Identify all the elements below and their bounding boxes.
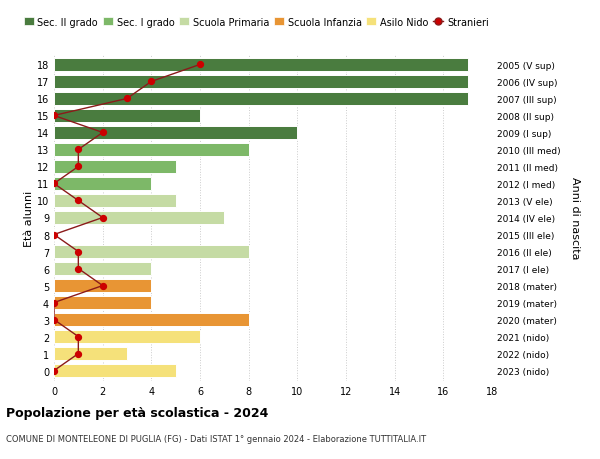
Bar [54, 280, 151, 292]
Bar [54, 93, 467, 106]
Point [49, 231, 59, 239]
Point [74, 146, 83, 154]
Point [74, 350, 83, 358]
Point [74, 333, 83, 341]
Point [49, 316, 59, 324]
Point [49, 112, 59, 120]
Point [74, 197, 83, 205]
Text: COMUNE DI MONTELEONE DI PUGLIA (FG) - Dati ISTAT 1° gennaio 2024 - Elaborazione : COMUNE DI MONTELEONE DI PUGLIA (FG) - Da… [6, 434, 426, 443]
Point [74, 163, 83, 171]
Bar [54, 161, 176, 174]
Point [49, 180, 59, 188]
Bar [54, 297, 151, 309]
Point [98, 129, 107, 137]
Bar [54, 59, 467, 72]
Legend: Sec. II grado, Sec. I grado, Scuola Primaria, Scuola Infanzia, Asilo Nido, Stran: Sec. II grado, Sec. I grado, Scuola Prim… [24, 17, 488, 28]
Bar [54, 263, 151, 275]
Y-axis label: Anni di nascita: Anni di nascita [570, 177, 580, 259]
Point [195, 62, 205, 69]
Bar [54, 364, 176, 377]
Bar [54, 195, 176, 207]
Point [122, 95, 132, 103]
Text: Popolazione per età scolastica - 2024: Popolazione per età scolastica - 2024 [6, 406, 268, 419]
Bar [54, 178, 151, 190]
Point [98, 282, 107, 290]
Point [74, 265, 83, 273]
Bar [54, 76, 467, 89]
Bar [54, 212, 224, 224]
Point [98, 214, 107, 222]
Bar [54, 110, 200, 123]
Bar [54, 330, 200, 343]
Point [49, 367, 59, 375]
Bar [54, 246, 248, 258]
Y-axis label: Età alunni: Età alunni [24, 190, 34, 246]
Point [74, 248, 83, 256]
Bar [54, 144, 248, 157]
Bar [54, 127, 298, 140]
Bar [54, 313, 248, 326]
Point [146, 78, 156, 86]
Bar [54, 347, 127, 360]
Point [49, 299, 59, 307]
